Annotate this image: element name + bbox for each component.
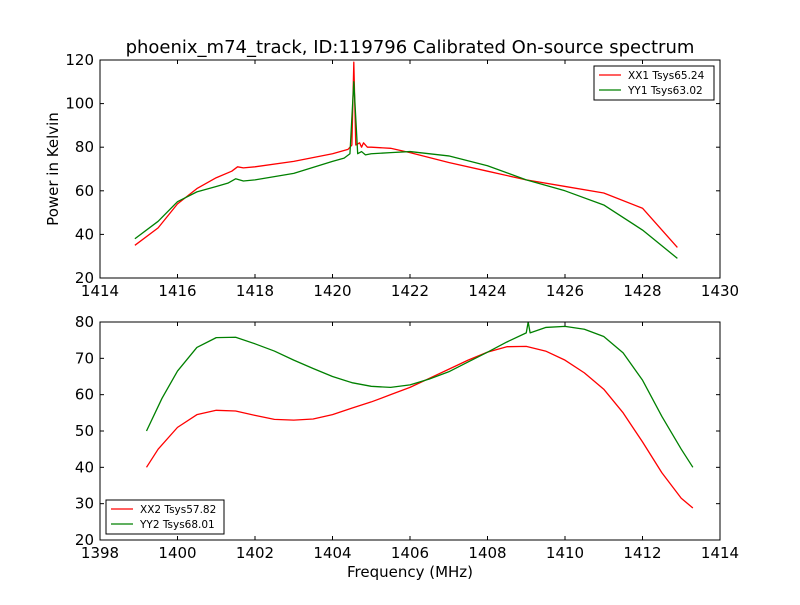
x-tick-label: 1418: [236, 282, 274, 300]
legend-label: XX1 Tsys65.24: [628, 70, 705, 82]
y-tick-label: 50: [75, 422, 94, 440]
x-tick-label: 1430: [701, 282, 739, 300]
x-tick-label: 1398: [81, 544, 119, 562]
x-tick-label: 1416: [158, 282, 196, 300]
legend-box: [593, 65, 715, 101]
series-line-1-1: [134, 61, 678, 248]
x-tick-label: 1422: [391, 282, 429, 300]
panel-1: 1414 1416 1418 1420 1422 1424 1426 1428 1430 20 40…: [44, 51, 739, 300]
x-tick-label: 1404: [313, 544, 351, 562]
series-line-2-2: [145, 322, 694, 468]
y-tick-label: 20: [75, 531, 94, 549]
x-tick-label: 1420: [313, 282, 351, 300]
x-tick-label: 1400: [158, 544, 196, 562]
y-tick-label: 60: [75, 386, 94, 404]
y-tick-label: 40: [75, 225, 94, 243]
y-axis-label: Power in Kelvin: [44, 112, 62, 226]
legend: XX2 Tsys57.82 YY2 Tsys68.01: [105, 499, 225, 535]
series-line-2-1: [145, 345, 694, 509]
series-line-1-2: [134, 81, 678, 259]
x-tick-label: 1412: [623, 544, 661, 562]
legend-label: YY2 Tsys68.01: [139, 519, 215, 531]
legend: XX1 Tsys65.24 YY1 Tsys63.02: [593, 65, 715, 101]
legend-box: [105, 499, 225, 535]
x-tick-label: 1414: [701, 544, 739, 562]
x-tick-label: 1410: [546, 544, 584, 562]
x-tick-label: 1428: [623, 282, 661, 300]
y-tick-label: 60: [75, 182, 94, 200]
y-tick-label: 100: [65, 95, 94, 113]
x-tick-label: 1414: [81, 282, 119, 300]
panel-2: 1398 1400 1402 1404 1406 1408 1410 1412 1414 20 30…: [75, 313, 739, 581]
y-tick-label: 70: [75, 349, 94, 367]
x-tick-label: 1426: [546, 282, 584, 300]
x-tick-label: 1402: [236, 544, 274, 562]
x-axis-label: Frequency (MHz): [347, 563, 473, 581]
y-tick-label: 120: [65, 51, 94, 69]
y-tick-label: 30: [75, 495, 94, 513]
y-tick-label: 80: [75, 138, 94, 156]
chart-title: phoenix_m74_track, ID:119796 Calibrated …: [126, 37, 695, 58]
y-tick-label: 40: [75, 458, 94, 476]
y-tick-label: 20: [75, 269, 94, 287]
x-tick-label: 1408: [468, 544, 506, 562]
x-tick-label: 1406: [391, 544, 429, 562]
legend-label: XX2 Tsys57.82: [140, 504, 216, 516]
legend-label: YY1 Tsys63.02: [627, 85, 703, 97]
x-tick-label: 1424: [468, 282, 506, 300]
y-tick-label: 80: [75, 313, 94, 331]
